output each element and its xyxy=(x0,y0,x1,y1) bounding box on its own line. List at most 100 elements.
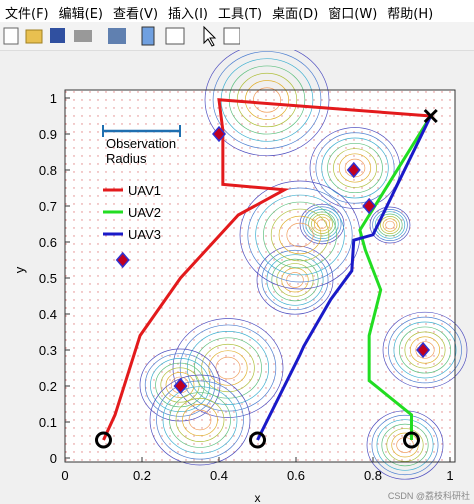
contour-ring xyxy=(276,263,314,297)
x-tick-label: 0.2 xyxy=(133,468,151,483)
contour-ring xyxy=(382,218,398,232)
start-point xyxy=(95,431,112,449)
contour-ring xyxy=(333,148,377,188)
contour-ring xyxy=(204,50,330,157)
contour-ring xyxy=(380,216,400,234)
menu-item[interactable]: 查看(V) xyxy=(112,7,159,22)
x-tick-label: 0.4 xyxy=(210,468,228,483)
new-icon[interactable] xyxy=(3,27,19,45)
legend-icon[interactable] xyxy=(165,27,185,45)
legend-label: UAV2 xyxy=(128,205,161,220)
y-tick-label: 0 xyxy=(50,451,57,466)
y-tick-label: 0.7 xyxy=(39,199,57,214)
contour-ring xyxy=(162,386,238,454)
contour-ring xyxy=(156,380,244,460)
y-tick-label: 0.1 xyxy=(39,415,57,430)
contour-ring xyxy=(278,215,322,255)
target xyxy=(115,251,130,269)
contour-ring xyxy=(255,194,345,276)
target xyxy=(173,377,188,395)
contour-ring xyxy=(327,142,383,194)
contour-ring xyxy=(212,51,322,149)
contour-ring xyxy=(253,87,281,113)
y-tick-label: 0.4 xyxy=(39,307,57,322)
contour-ring xyxy=(321,137,389,199)
contour-ring xyxy=(311,214,333,234)
contour-ring xyxy=(393,321,457,379)
toolbar-icons xyxy=(3,25,241,47)
plot-tools-icon[interactable] xyxy=(223,27,241,45)
x-tick-label: 0 xyxy=(61,468,68,483)
contour-ring xyxy=(382,311,468,389)
contour-ring xyxy=(371,414,439,476)
contour-ring xyxy=(381,423,429,467)
y-tick-label: 0.2 xyxy=(39,379,57,394)
contour-ring xyxy=(315,132,395,204)
menu-item[interactable]: 编辑(E) xyxy=(58,7,103,22)
contour-ring xyxy=(374,211,406,239)
contour-ring xyxy=(409,336,441,364)
menu-item[interactable]: 窗口(W) xyxy=(328,7,378,22)
contour-ring xyxy=(169,392,231,448)
contour-ring xyxy=(201,343,255,393)
annotation: Observation Radius xyxy=(106,136,176,166)
contour-ring xyxy=(286,272,304,288)
target xyxy=(362,197,377,215)
contour-ring xyxy=(271,258,319,302)
y-tick-label: 0.5 xyxy=(39,271,57,286)
contour-ring xyxy=(182,403,218,437)
menu-bar: 文件(F) 编辑(E) 查看(V) 插入(I) 工具(T) 桌面(D) 窗口(W) 帮助(H) xyxy=(0,0,474,22)
link-icon[interactable] xyxy=(108,28,126,44)
open-icon[interactable] xyxy=(25,29,43,44)
contour-ring xyxy=(404,331,446,369)
contour-ring xyxy=(155,362,205,408)
legend-label: UAV3 xyxy=(128,227,161,242)
y-tick-label: 0.6 xyxy=(39,235,57,250)
contour-ring xyxy=(281,267,309,293)
contour-ring xyxy=(344,158,366,178)
watermark: CSDN @荔枝科研社 xyxy=(388,490,470,501)
contour-ring xyxy=(261,249,329,311)
contour-ring xyxy=(165,372,195,398)
contour-ring xyxy=(188,409,212,431)
contour-ring xyxy=(247,187,353,283)
contour-ring xyxy=(376,419,434,471)
menu-item[interactable]: 文件(F) xyxy=(5,7,49,22)
contour-ring xyxy=(299,203,345,245)
save-icon[interactable] xyxy=(50,28,65,43)
x-tick-label: 0.8 xyxy=(364,468,382,483)
menu-item[interactable]: 插入(I) xyxy=(168,7,209,22)
start-point xyxy=(249,431,266,449)
legend-label: UAV1 xyxy=(128,183,161,198)
menu-item[interactable]: 工具(T) xyxy=(218,7,263,22)
goal xyxy=(423,108,438,124)
contour-ring xyxy=(150,358,210,412)
y-tick-label: 0.9 xyxy=(39,127,57,142)
contour-ring xyxy=(338,153,372,183)
y-tick-label: 1 xyxy=(50,91,57,106)
contour-ring xyxy=(149,374,251,466)
contour-ring xyxy=(308,211,336,237)
menu-item[interactable]: 桌面(D) xyxy=(272,7,319,22)
contour-ring xyxy=(263,201,337,269)
uav-path xyxy=(256,115,433,441)
contour-ring xyxy=(302,206,342,242)
colorbar-icon[interactable] xyxy=(141,26,155,46)
x-tick-label: 1 xyxy=(446,468,453,483)
x-tick-label: 0.6 xyxy=(287,468,305,483)
print-icon[interactable] xyxy=(74,30,92,42)
contour-ring xyxy=(208,350,248,386)
contour-ring xyxy=(372,208,408,242)
contour-ring xyxy=(386,428,424,462)
target xyxy=(416,341,431,359)
contour-ring xyxy=(385,220,395,230)
contour-ring xyxy=(286,222,314,248)
uav-path xyxy=(358,115,433,440)
contour-ring xyxy=(215,356,241,380)
contour-ring xyxy=(415,341,435,359)
menu-item[interactable]: 帮助(H) xyxy=(387,7,434,22)
contour-ring xyxy=(144,353,216,417)
contour-ring xyxy=(369,206,411,244)
pointer-icon[interactable] xyxy=(203,25,217,47)
